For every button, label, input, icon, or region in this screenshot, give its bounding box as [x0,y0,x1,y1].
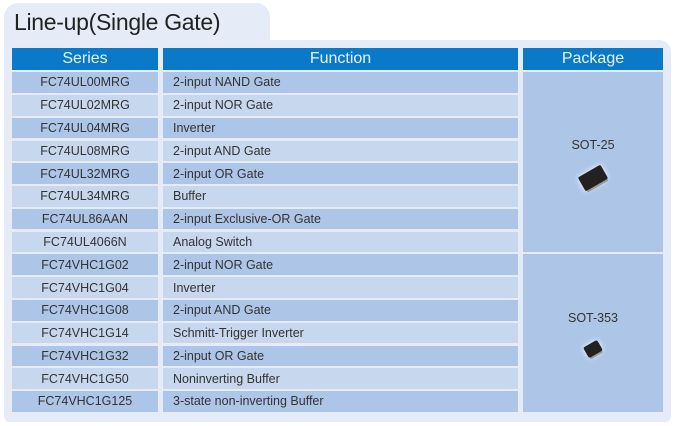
function-cell: 2-input NOR Gate [163,254,518,276]
series-cell: FC74VHC1G04 [12,277,158,298]
series-cell: FC74UL86AAN [12,208,158,230]
series-cell: FC74VHC1G02 [12,254,158,276]
series-cell: FC74UL04MRG [12,117,158,139]
header-package: Package [523,48,663,70]
series-cell: FC74VHC1G14 [12,322,158,344]
header-series: Series [12,48,158,70]
package-cell: SOT-25 [523,72,663,253]
header-function: Function [163,48,518,70]
function-cell: Schmitt-Trigger Inverter [163,322,518,344]
function-cell: 2-input NAND Gate [163,72,518,93]
lineup-table: Series Function Package FC74UL00MRG 2-inp… [12,48,663,412]
package-label: SOT-25 [571,138,615,153]
function-cell: 2-input AND Gate [163,140,518,162]
series-cell: FC74UL00MRG [12,72,158,93]
series-cell: FC74VHC1G32 [12,345,158,367]
function-cell: 2-input AND Gate [163,300,518,321]
series-cell: FC74VHC1G08 [12,300,158,321]
function-cell: Noninverting Buffer [163,368,518,389]
package-label: SOT-353 [567,311,619,326]
series-cell: FC74UL08MRG [12,140,158,162]
function-cell: Analog Switch [163,231,518,253]
series-cell: FC74VHC1G50 [12,368,158,389]
page-title: Line-up(Single Gate) [14,9,221,35]
function-cell: Buffer [163,186,518,207]
ic-chip-icon [583,339,603,359]
function-cell: 2-input OR Gate [163,345,518,367]
function-cell: 2-input OR Gate [163,163,518,184]
function-cell: Inverter [163,277,518,298]
series-cell: FC74UL02MRG [12,94,158,116]
function-cell: 3-state non-inverting Buffer [163,391,518,412]
series-cell: FC74UL32MRG [12,163,158,184]
series-cell: FC74UL34MRG [12,186,158,207]
series-cell: FC74VHC1G125 [12,391,158,412]
function-cell: 2-input Exclusive-OR Gate [163,208,518,230]
function-cell: 2-input NOR Gate [163,94,518,116]
series-cell: FC74UL4066N [12,231,158,253]
ic-chip-icon [577,164,609,192]
package-cell: SOT-353 [523,254,663,412]
function-cell: Inverter [163,117,518,139]
